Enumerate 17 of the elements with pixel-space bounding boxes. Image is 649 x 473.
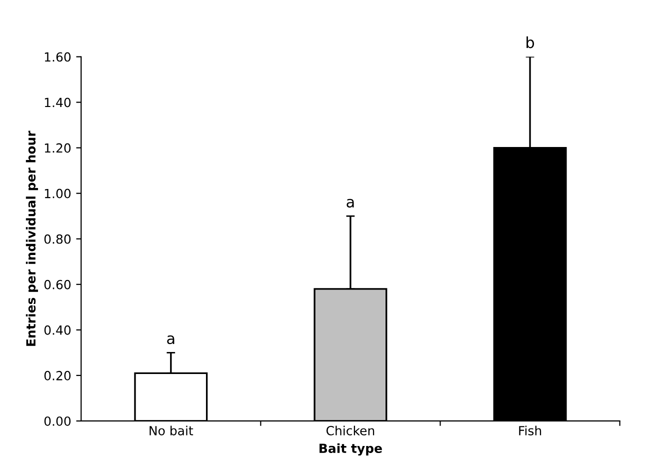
y-tick-label: 0.20	[44, 370, 71, 380]
x-axis-title: Bait type	[320, 443, 382, 456]
y-tick-label: 0.60	[44, 280, 71, 290]
annotation: a	[346, 198, 354, 208]
x-tick-label: No bait	[150, 426, 194, 436]
annotation: a	[167, 335, 174, 344]
y-tick-label: 1.40	[44, 98, 71, 108]
y-tick-label: 1.60	[44, 52, 71, 62]
y-tick-label: 0.80	[44, 234, 71, 244]
x-tick-label: Chicken	[326, 426, 374, 436]
x-tick-label: Fish	[519, 426, 542, 436]
y-tick-label: 0.00	[44, 416, 71, 426]
y-tick-label: 0.40	[44, 325, 71, 335]
y-tick-label: 1.00	[44, 188, 71, 198]
y-axis-title: Entries per individual per hour	[26, 130, 38, 346]
y-tick-label: 1.20	[44, 143, 71, 153]
annotation: b	[526, 36, 534, 48]
